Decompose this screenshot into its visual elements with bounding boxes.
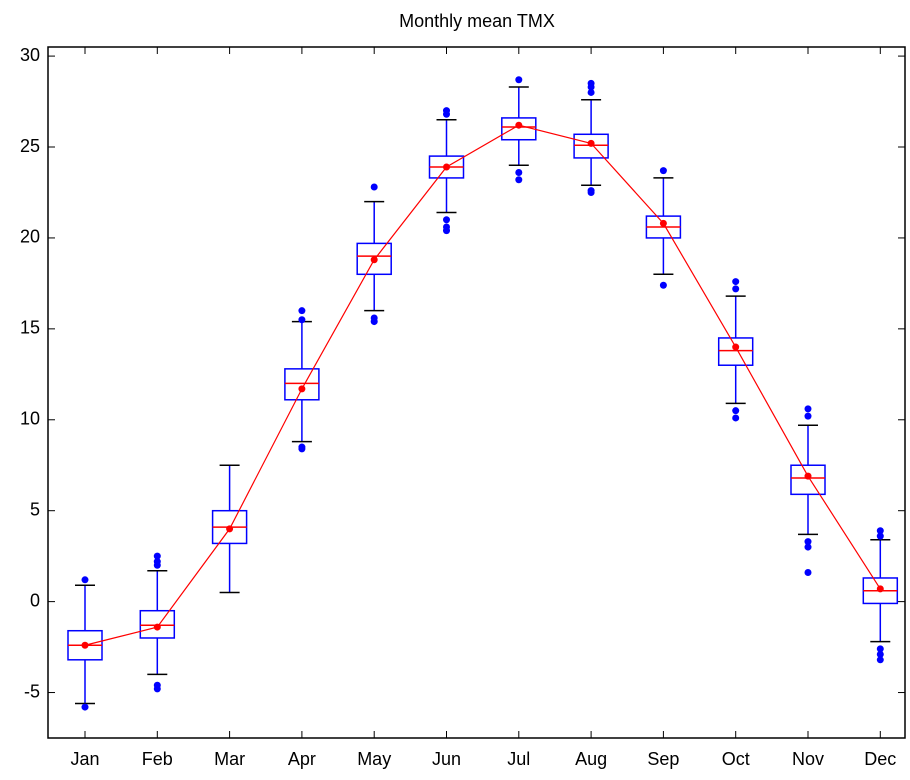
x-tick-label: Feb bbox=[142, 749, 173, 769]
x-tick-label: Mar bbox=[214, 749, 245, 769]
mean-point bbox=[659, 219, 667, 227]
outlier bbox=[153, 685, 161, 693]
outlier bbox=[370, 318, 378, 326]
outlier bbox=[659, 167, 667, 175]
y-tick-label: 30 bbox=[20, 45, 40, 65]
outlier bbox=[515, 176, 523, 184]
x-tick-label: Oct bbox=[722, 749, 750, 769]
outlier bbox=[876, 650, 884, 658]
x-tick-label: Aug bbox=[575, 749, 607, 769]
chart-title: Monthly mean TMX bbox=[399, 11, 555, 31]
y-tick-label: 15 bbox=[20, 318, 40, 338]
y-tick-label: 10 bbox=[20, 409, 40, 429]
outlier bbox=[153, 561, 161, 569]
outlier bbox=[804, 412, 812, 420]
outlier bbox=[876, 645, 884, 653]
outlier bbox=[81, 703, 89, 711]
mean-point bbox=[587, 139, 595, 147]
outlier bbox=[804, 538, 812, 546]
outlier bbox=[804, 543, 812, 551]
outlier bbox=[443, 110, 450, 118]
mean-point bbox=[876, 585, 884, 593]
outlier bbox=[515, 168, 523, 176]
outlier bbox=[587, 88, 595, 96]
x-tick-label: Jul bbox=[507, 749, 530, 769]
mean-point bbox=[226, 525, 234, 533]
mean-point bbox=[515, 121, 523, 129]
outlier bbox=[443, 227, 450, 235]
outlier bbox=[298, 445, 306, 453]
outlier bbox=[732, 414, 740, 422]
box bbox=[717, 337, 754, 366]
y-tick-label: 0 bbox=[30, 590, 40, 610]
y-tick-label: 25 bbox=[20, 136, 40, 156]
outlier bbox=[298, 307, 306, 315]
mean-point bbox=[153, 623, 161, 631]
outlier bbox=[804, 405, 812, 413]
outlier bbox=[659, 281, 667, 289]
y-tick-label: 20 bbox=[20, 227, 40, 247]
y-tick-label: -5 bbox=[24, 681, 40, 701]
outlier bbox=[515, 76, 523, 84]
outlier bbox=[587, 83, 595, 91]
box bbox=[790, 464, 826, 496]
outlier bbox=[370, 183, 378, 191]
mean-point bbox=[298, 385, 306, 393]
outlier bbox=[732, 278, 740, 286]
x-tick-label: Sep bbox=[647, 749, 679, 769]
outlier bbox=[587, 188, 595, 196]
mean-point bbox=[804, 472, 812, 480]
x-tick-label: Apr bbox=[288, 749, 316, 769]
outlier bbox=[876, 527, 884, 535]
plot-frame bbox=[47, 46, 906, 739]
x-tick-label: May bbox=[357, 749, 391, 769]
mean-point bbox=[81, 641, 89, 649]
outlier bbox=[876, 656, 884, 664]
box bbox=[501, 117, 537, 141]
x-tick-label: Jun bbox=[432, 749, 461, 769]
mean-line bbox=[84, 124, 881, 646]
outlier bbox=[443, 216, 450, 224]
outlier bbox=[732, 285, 740, 293]
outlier bbox=[732, 407, 740, 415]
x-tick-label: Dec bbox=[864, 749, 896, 769]
x-tick-label: Jan bbox=[70, 749, 99, 769]
outlier bbox=[81, 576, 89, 584]
mean-point bbox=[370, 256, 378, 264]
mean-point bbox=[732, 343, 740, 351]
outlier bbox=[298, 316, 306, 324]
box bbox=[284, 368, 320, 401]
outlier bbox=[876, 532, 884, 540]
outlier bbox=[153, 552, 161, 560]
mean-point bbox=[443, 163, 450, 171]
y-tick-label: 5 bbox=[30, 499, 40, 519]
outlier bbox=[804, 569, 812, 577]
x-tick-label: Nov bbox=[792, 749, 824, 769]
